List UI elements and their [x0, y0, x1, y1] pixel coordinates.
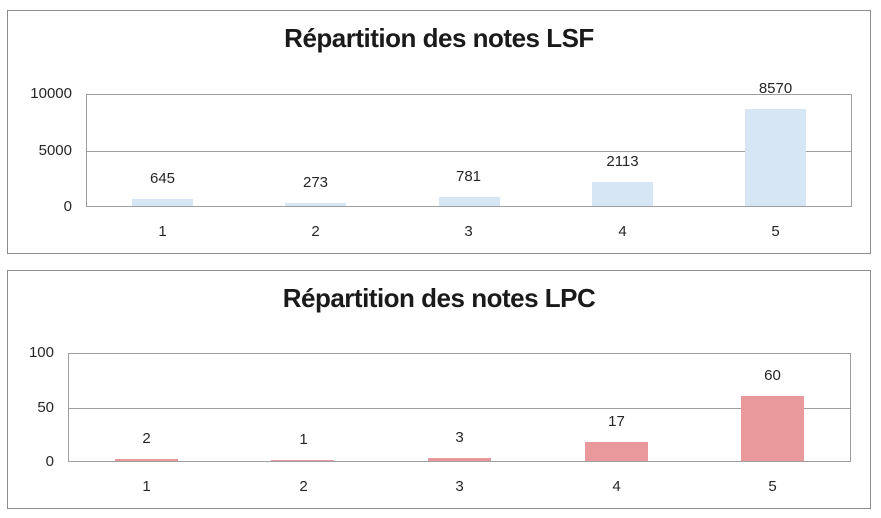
x-category-label: 1 [158, 223, 167, 240]
x-category-label: 1 [142, 478, 151, 495]
bar-value-label: 273 [302, 174, 329, 191]
x-category-label: 3 [464, 223, 473, 240]
bar [132, 199, 193, 206]
y-tick-label: 0 [63, 198, 72, 215]
chart-title-lsf: Répartition des notes LSF [284, 23, 594, 53]
chart-box-lsf: Répartition des notes LSF 0 5000 10000 645 1… [7, 10, 871, 254]
x-category-label: 4 [618, 223, 627, 240]
chart-title-lpc: Répartition des notes LPC [282, 283, 596, 313]
bar [745, 109, 806, 206]
bar [271, 460, 334, 461]
bar [592, 182, 653, 206]
gridline [87, 150, 851, 152]
y-tick-label: 100 [28, 344, 54, 361]
bar-value-label: 1 [299, 431, 308, 448]
bar [741, 396, 804, 461]
bar [585, 442, 648, 461]
bar-value-label: 8570 [758, 80, 793, 97]
y-tick-label: 10000 [30, 85, 72, 102]
y-tick-label: 5000 [38, 141, 72, 159]
bar-value-label: 2 [142, 430, 151, 447]
bar [115, 459, 178, 461]
y-tick-label: 50 [37, 398, 54, 416]
bar-value-label: 2113 [606, 153, 639, 170]
x-category-label: 2 [311, 223, 320, 240]
bar [428, 458, 491, 461]
x-category-label: 5 [768, 478, 777, 495]
bar [439, 197, 500, 206]
x-category-label: 4 [612, 478, 621, 495]
bar-value-label: 60 [764, 367, 781, 384]
plot-area-lsf [86, 94, 852, 207]
plot-area-lpc [68, 353, 851, 462]
bar-value-label: 781 [455, 168, 482, 185]
x-category-label: 3 [455, 478, 464, 495]
gridline [69, 407, 850, 409]
bar-value-label: 3 [455, 429, 464, 446]
chart-box-lpc: Répartition des notes LPC 0 50 100 2 1 1 2 3 3 17… [7, 270, 871, 509]
bar-value-label: 645 [149, 170, 176, 187]
bar-value-label: 17 [608, 413, 625, 430]
y-tick-label: 0 [45, 453, 54, 470]
x-category-label: 5 [771, 223, 780, 240]
x-category-label: 2 [299, 478, 308, 495]
bar [285, 203, 346, 206]
